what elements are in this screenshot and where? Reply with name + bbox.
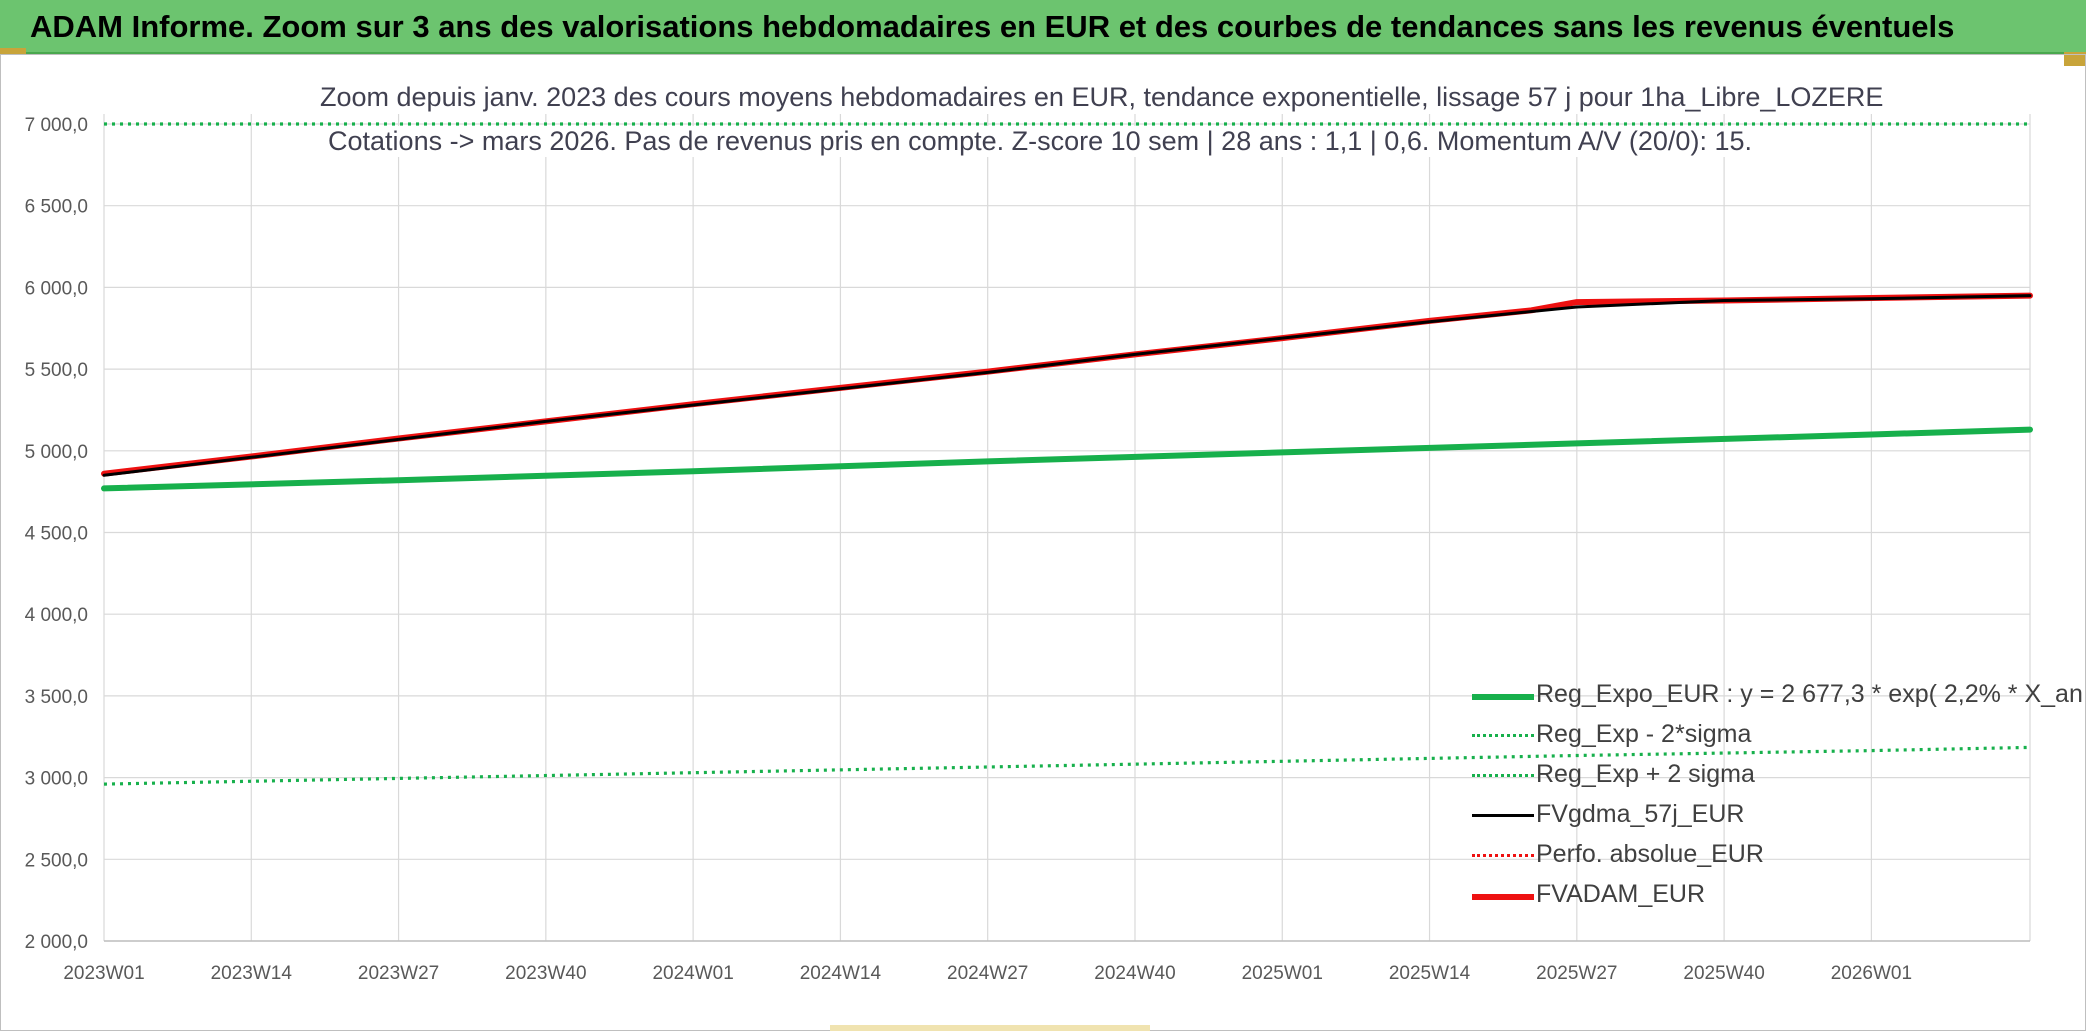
chart-subtitle: Cotations -> mars 2026. Pas de revenus p… [320, 126, 1760, 157]
y-tick-label: 4 000,0 [25, 605, 88, 626]
y-tick-label: 2 000,0 [25, 932, 88, 953]
header-accent-right [2064, 52, 2086, 66]
y-tick-label: 7 000,0 [25, 115, 88, 136]
x-tick-label: 2025W01 [1242, 963, 1323, 984]
footer-accent [830, 1025, 1150, 1031]
report-title: ADAM Informe. Zoom sur 3 ans des valoris… [30, 9, 1955, 44]
legend-swatch [1472, 734, 1534, 737]
legend-swatch [1472, 894, 1534, 900]
x-tick-label: 2024W01 [652, 963, 733, 984]
series-line-5 [101, 292, 2033, 477]
x-tick-label: 2024W40 [1094, 963, 1175, 984]
x-tick-label: 2025W27 [1536, 963, 1617, 984]
y-tick-label: 2 500,0 [25, 850, 88, 871]
x-tick-label: 2026W01 [1831, 963, 1912, 984]
x-tick-label: 2025W14 [1389, 963, 1471, 984]
legend-swatch [1472, 814, 1534, 817]
legend-label: FVgdma_57j_EUR [1536, 800, 1745, 828]
header-accent-left [0, 48, 26, 54]
legend-swatch [1472, 774, 1534, 777]
report-header: ADAM Informe. Zoom sur 3 ans des valoris… [0, 0, 2086, 54]
legend-label: Perfo. absolue_EUR [1536, 840, 1764, 868]
x-tick-label: 2024W27 [947, 963, 1028, 984]
y-tick-label: 3 000,0 [25, 769, 88, 790]
legend-label: Reg_Exp - 2*sigma [1536, 720, 1752, 748]
x-tick-label: 2025W40 [1683, 963, 1764, 984]
y-tick-label: 5 000,0 [25, 442, 88, 463]
x-tick-label: 2023W14 [211, 963, 293, 984]
series-line-0 [101, 426, 2033, 492]
y-tick-label: 5 500,0 [25, 360, 88, 381]
x-tick-label: 2023W27 [358, 963, 439, 984]
x-tick-label: 2023W01 [63, 963, 144, 984]
x-tick-label: 2023W40 [505, 963, 586, 984]
y-tick-label: 6 000,0 [25, 278, 88, 299]
y-tick-label: 3 500,0 [25, 687, 88, 708]
y-tick-label: 6 500,0 [25, 197, 88, 218]
x-tick-label: 2024W14 [800, 963, 882, 984]
legend-swatch [1472, 854, 1534, 857]
legend-label: FVADAM_EUR [1536, 880, 1706, 908]
legend-swatch [1472, 694, 1534, 700]
legend-label: Reg_Expo_EUR : y = 2 677,3 * exp( 2,2% *… [1536, 680, 2086, 708]
legend-label: Reg_Exp + 2 sigma [1536, 760, 1755, 788]
y-tick-label: 4 500,0 [25, 524, 88, 545]
chart-title: Zoom depuis janv. 2023 des cours moyens … [320, 82, 1884, 113]
series-line-3 [102, 294, 2032, 477]
